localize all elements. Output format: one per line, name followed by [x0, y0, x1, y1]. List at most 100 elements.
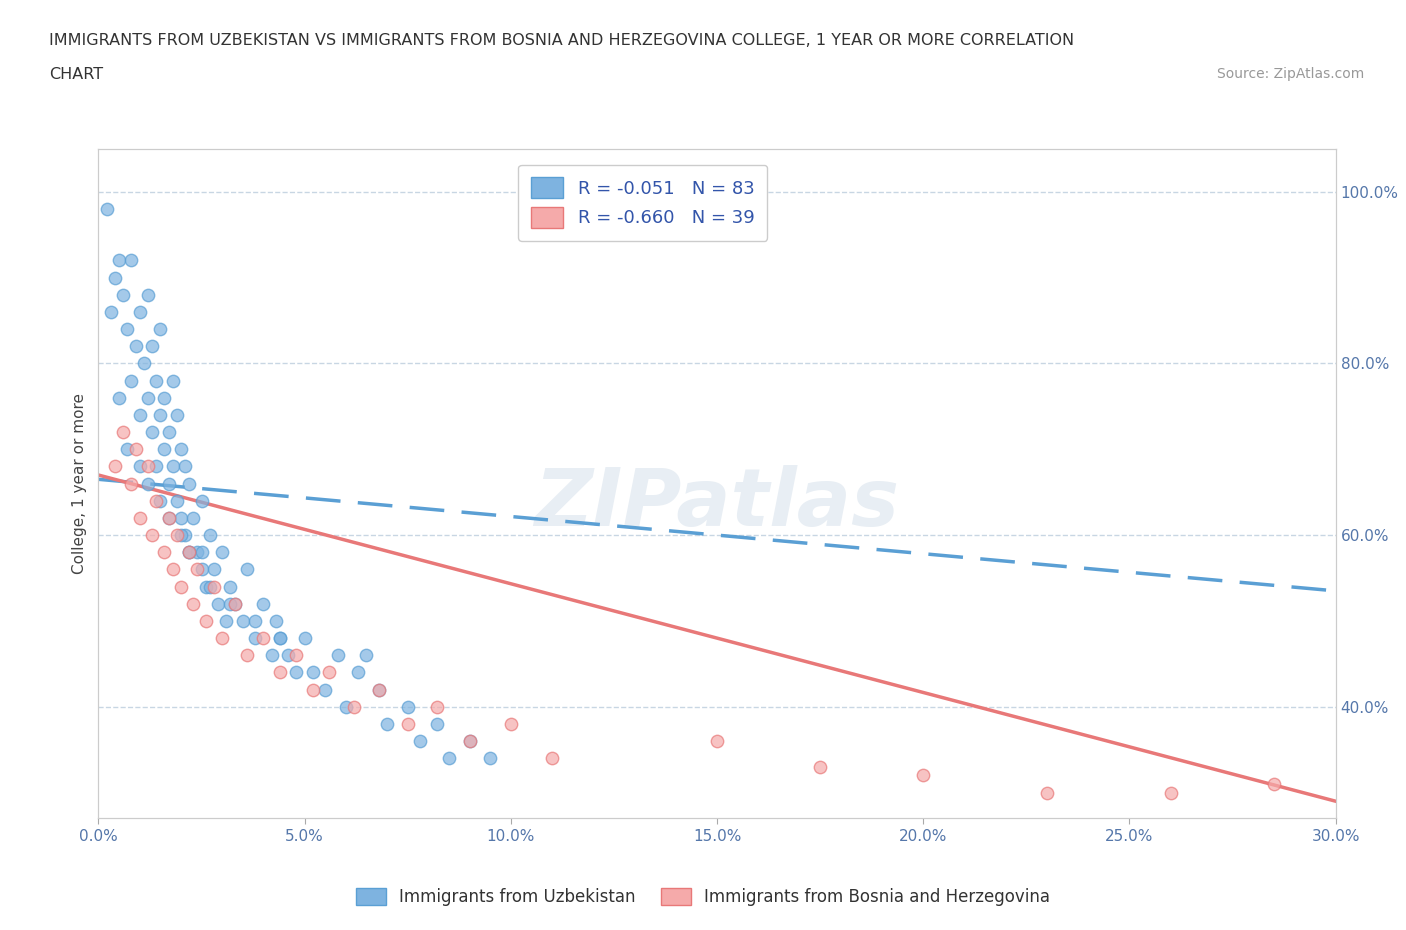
Text: IMMIGRANTS FROM UZBEKISTAN VS IMMIGRANTS FROM BOSNIA AND HERZEGOVINA COLLEGE, 1 : IMMIGRANTS FROM UZBEKISTAN VS IMMIGRANTS… [49, 33, 1074, 47]
Point [202, 579, 225, 594]
Point [326, 648, 349, 663]
Point [236, 648, 259, 663]
Point [1263, 777, 1285, 791]
Point [141, 425, 163, 440]
Point [170, 442, 193, 457]
Point [335, 699, 357, 714]
Point [120, 373, 142, 388]
Point [302, 683, 325, 698]
Point [219, 579, 242, 594]
Point [128, 511, 150, 525]
Point [181, 511, 204, 525]
Point [170, 527, 193, 542]
Point [437, 751, 460, 765]
Point [104, 459, 127, 474]
Point [194, 579, 217, 594]
Point [136, 459, 159, 474]
Point [224, 596, 246, 611]
Point [179, 545, 201, 560]
Point [294, 631, 316, 645]
Point [302, 665, 325, 680]
Point [112, 425, 135, 440]
Point [409, 734, 432, 749]
Point [170, 579, 193, 594]
Point [808, 760, 831, 775]
Point [153, 545, 176, 560]
Point [179, 545, 201, 560]
Point [108, 391, 131, 405]
Point [458, 734, 481, 749]
Text: ZIPatlas: ZIPatlas [534, 465, 900, 543]
Point [136, 476, 159, 491]
Point [269, 631, 291, 645]
Point [153, 442, 176, 457]
Point [166, 527, 188, 542]
Point [132, 356, 155, 371]
Point [541, 751, 564, 765]
Point [426, 699, 449, 714]
Point [215, 614, 238, 629]
Point [179, 476, 201, 491]
Point [128, 304, 150, 319]
Point [458, 734, 481, 749]
Point [396, 699, 419, 714]
Point [198, 527, 221, 542]
Point [162, 373, 184, 388]
Point [117, 322, 139, 337]
Point [285, 648, 308, 663]
Point [277, 648, 299, 663]
Point [96, 202, 118, 217]
Point [145, 493, 167, 508]
Point [124, 442, 146, 457]
Point [145, 373, 167, 388]
Point [232, 614, 254, 629]
Point [153, 391, 176, 405]
Point [170, 511, 193, 525]
Point [181, 596, 204, 611]
Point [264, 614, 287, 629]
Point [343, 699, 366, 714]
Point [1160, 785, 1182, 800]
Point [211, 631, 233, 645]
Point [149, 407, 172, 422]
Point [190, 493, 212, 508]
Point [157, 511, 180, 525]
Point [318, 665, 340, 680]
Point [157, 425, 180, 440]
Point [912, 768, 935, 783]
Point [243, 631, 266, 645]
Point [367, 683, 389, 698]
Point [149, 493, 172, 508]
Legend: Immigrants from Uzbekistan, Immigrants from Bosnia and Herzegovina: Immigrants from Uzbekistan, Immigrants f… [349, 881, 1057, 912]
Point [128, 459, 150, 474]
Point [157, 511, 180, 525]
Point [120, 476, 142, 491]
Point [149, 322, 172, 337]
Point [190, 562, 212, 577]
Point [194, 614, 217, 629]
Point [117, 442, 139, 457]
Point [252, 631, 274, 645]
Point [375, 716, 398, 731]
Point [269, 631, 291, 645]
Point [174, 527, 197, 542]
Point [166, 407, 188, 422]
Legend: R = -0.051   N = 83, R = -0.660   N = 39: R = -0.051 N = 83, R = -0.660 N = 39 [519, 165, 768, 241]
Point [1036, 785, 1059, 800]
Point [426, 716, 449, 731]
Point [120, 253, 142, 268]
Point [186, 545, 208, 560]
Point [219, 596, 242, 611]
Point [198, 579, 221, 594]
Point [136, 287, 159, 302]
Y-axis label: College, 1 year or more: College, 1 year or more [72, 393, 87, 574]
Point [243, 614, 266, 629]
Point [141, 339, 163, 353]
Point [190, 545, 212, 560]
Point [224, 596, 246, 611]
Point [706, 734, 728, 749]
Point [166, 493, 188, 508]
Point [207, 596, 229, 611]
Point [202, 562, 225, 577]
Point [174, 459, 197, 474]
